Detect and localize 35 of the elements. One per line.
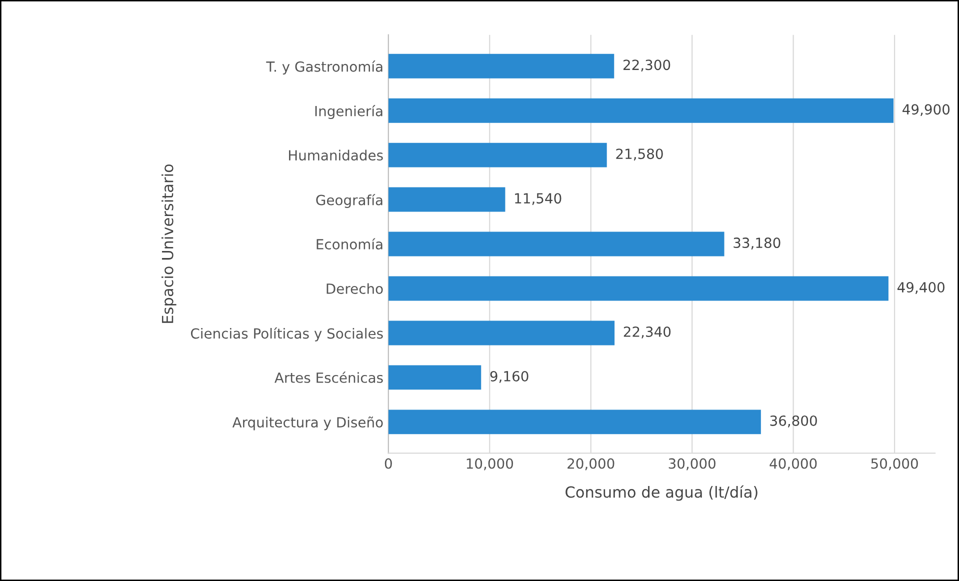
data-label: 49,400	[897, 282, 944, 294]
y-axis-title: Espacio Universitario	[162, 164, 176, 323]
bar	[388, 276, 888, 301]
y-tick-label: Humanidades	[289, 150, 383, 161]
data-label: 21,580	[616, 148, 663, 161]
y-tick-label: Artes Escénicas	[274, 372, 383, 383]
bar	[388, 54, 614, 78]
y-tick-label: Arquitectura y Diseño	[232, 416, 383, 430]
bar	[388, 410, 761, 434]
y-tick-label: Derecho	[326, 283, 383, 294]
x-axis-title: Consumo de agua (lt/día)	[566, 485, 758, 501]
x-tick-label: 0	[384, 458, 392, 469]
x-tick-label: 50,000	[871, 458, 918, 470]
data-label: 22,300	[623, 60, 670, 72]
x-tick-label: 10,000	[466, 458, 513, 470]
bar	[388, 365, 482, 390]
data-label: 36,800	[770, 415, 817, 428]
bar	[388, 98, 894, 123]
y-tick-label: Ciencias Políticas y Sociales	[190, 327, 383, 342]
data-label: 33,180	[734, 238, 780, 250]
x-tick-label: 30,000	[668, 458, 716, 470]
y-tick-label: Ingeniería	[315, 105, 382, 120]
y-tick-label: Economía	[316, 238, 382, 250]
bar	[388, 320, 615, 346]
data-label: 22,340	[624, 326, 671, 338]
bar	[388, 232, 724, 256]
x-tick-label: 20,000	[568, 458, 614, 470]
y-tick-label: Geografía	[316, 194, 382, 208]
x-tick-label: 40,000	[770, 458, 817, 470]
bar	[388, 187, 506, 212]
bar	[388, 142, 607, 168]
data-label: 9,160	[490, 370, 528, 383]
data-label: 49,900	[902, 104, 950, 116]
data-label: 11,540	[515, 193, 562, 205]
y-tick-label: T. y Gastronomía	[266, 60, 382, 75]
